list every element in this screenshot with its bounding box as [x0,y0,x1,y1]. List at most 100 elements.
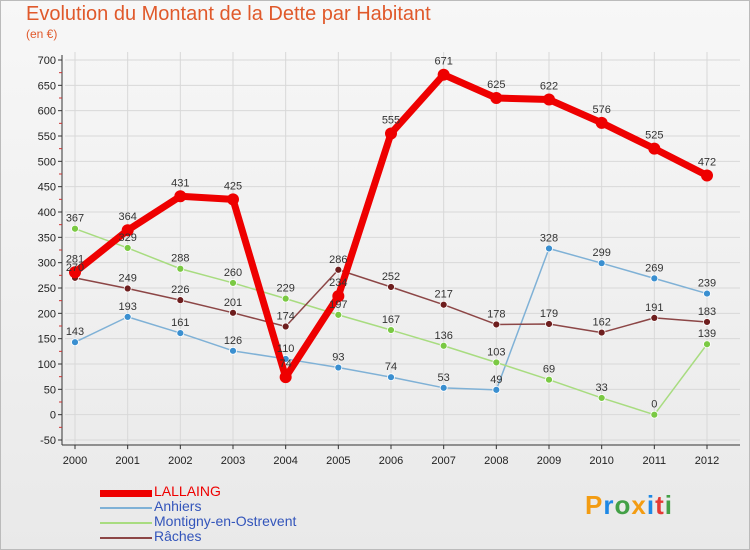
y-tick-label: 550 [38,131,56,143]
data-point [650,274,659,283]
data-point [387,373,395,382]
data-label: 286 [329,254,347,266]
x-tick-label: 2002 [168,455,192,467]
x-tick-label: 2012 [695,455,719,467]
y-tick-label: 200 [38,308,56,320]
data-point [439,341,448,350]
data-label: 525 [645,130,663,142]
x-tick-label: 2005 [326,455,350,467]
data-point [490,92,503,104]
data-point [123,284,132,293]
logo-letter: x [631,490,647,520]
data-point [281,294,290,303]
data-point [69,266,81,279]
data-point [650,313,659,322]
data-label: 249 [118,273,136,285]
data-label: 269 [645,262,663,274]
legend-label: Anhiers [154,498,202,514]
y-tick-label: 400 [38,207,56,219]
data-point [176,329,185,337]
x-tick-label: 2001 [115,455,139,467]
data-point [332,290,345,303]
data-label: 183 [698,306,716,318]
data-label: 625 [487,79,505,91]
legend-swatch [100,490,152,497]
data-label: 329 [118,232,136,244]
data-point [176,296,185,305]
data-point [545,320,553,328]
data-label: 555 [382,114,400,126]
x-tick-label: 2007 [431,455,455,467]
data-label: 299 [592,247,610,259]
data-point [597,259,606,268]
data-label: 93 [332,352,344,364]
data-point [227,193,239,206]
y-tick-label: 350 [38,232,56,244]
data-point [703,340,711,349]
data-point [281,322,290,331]
data-label: 74 [385,361,397,373]
x-tick-label: 2004 [273,455,297,467]
logo-letter: o [614,490,632,520]
data-point [439,300,448,309]
data-label: 472 [698,157,716,169]
data-point [174,190,187,203]
data-label: 671 [434,56,452,68]
y-tick-label: 100 [38,359,56,371]
x-tick-label: 2006 [379,455,403,467]
data-label: 110 [277,343,295,355]
data-label: 53 [438,372,450,384]
logo-letter: i [664,490,673,520]
data-point [334,310,343,319]
x-tick-label: 2010 [589,455,613,467]
data-label: 74 [280,358,292,370]
data-label: 281 [66,253,84,265]
data-label: 33 [596,382,608,394]
data-label: 260 [224,267,242,279]
data-point [123,244,132,252]
y-tick-label: 600 [38,106,56,118]
data-point [650,410,659,419]
data-label: 229 [276,283,294,295]
data-label: 431 [171,177,189,189]
data-label: 179 [540,308,558,320]
data-point [387,283,395,291]
data-label: 425 [224,180,242,192]
data-point [437,68,450,81]
legend-swatch [100,537,152,539]
data-label: 217 [434,289,452,301]
data-label: 201 [224,297,242,309]
x-tick-label: 2011 [643,455,667,467]
x-tick-label: 2009 [537,455,561,467]
data-point [648,142,661,155]
y-tick-label: 250 [38,283,56,295]
data-label: 234 [329,277,347,289]
data-label: 191 [645,302,663,314]
legend-swatch [100,507,152,509]
data-point [703,289,711,298]
logo-letter: r [603,490,615,520]
data-point [334,363,343,372]
x-tick-label: 2000 [63,455,87,467]
legend-label: LALLAING [154,483,221,499]
data-point [439,383,448,392]
y-tick-label: -50 [40,435,56,447]
proxiti-logo: Proxiti [585,490,673,521]
data-point [597,394,606,402]
data-point [229,308,237,317]
data-point [492,320,501,329]
data-point [703,318,711,326]
data-label: 139 [698,328,716,340]
data-point [545,375,553,384]
data-point [176,264,185,273]
data-point [229,346,237,355]
chart-title: Evolution du Montant de la Dette par Hab… [26,3,431,25]
y-tick-label: 650 [38,80,56,92]
data-point [123,312,132,321]
x-tick-label: 2008 [484,455,508,467]
data-label: 178 [487,308,505,320]
y-tick-label: 50 [44,384,56,396]
data-point [387,326,395,334]
legend-swatch [100,522,152,524]
data-point [121,224,134,237]
